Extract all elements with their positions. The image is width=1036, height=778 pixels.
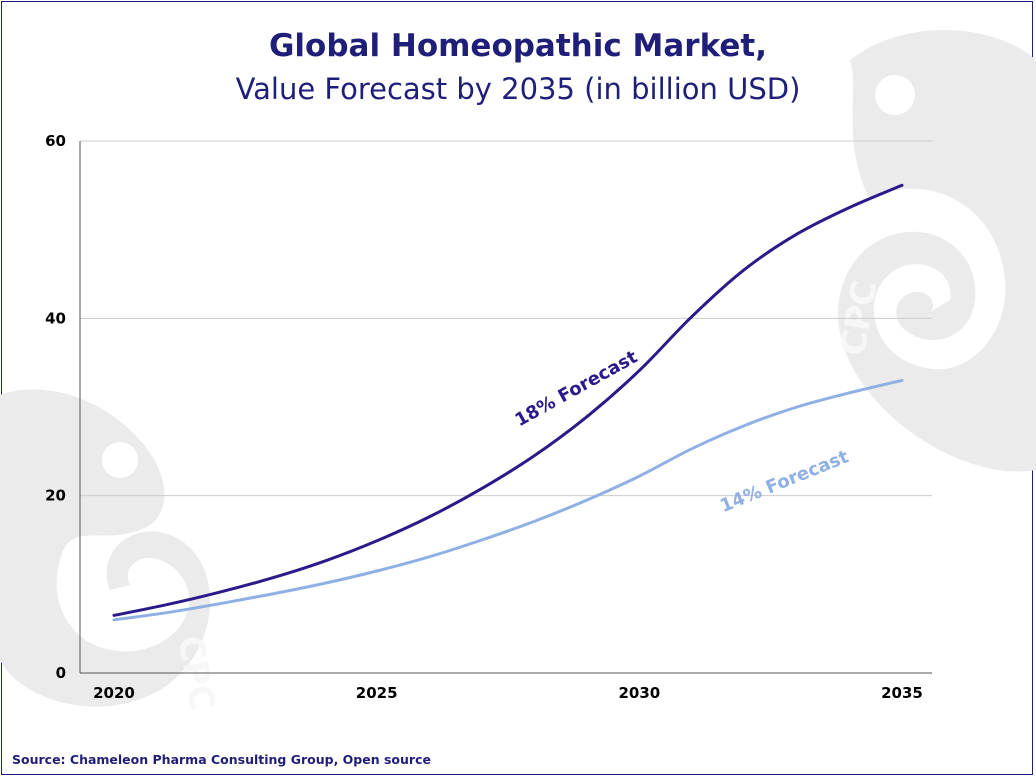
series-label: 14% Forecast [717, 446, 852, 517]
axes: 0 20 40 60 2020 2025 2030 2035 [45, 132, 932, 702]
x-tick-label: 2030 [618, 684, 660, 702]
y-tick-label: 40 [45, 309, 66, 327]
x-tick-label: 2025 [356, 684, 398, 702]
y-tick-label: 0 [56, 664, 66, 682]
source-note: Source: Chameleon Pharma Consulting Grou… [12, 752, 431, 767]
series-labels: 18% Forecast 14% Forecast [511, 346, 851, 517]
x-tick-label: 2035 [881, 684, 923, 702]
watermark-eye-top-right [875, 75, 915, 115]
watermark-chameleon-left [0, 389, 211, 707]
series-line-14-forecast [112, 378, 904, 622]
watermark-eye-left [102, 442, 138, 478]
chart-title: Global Homeopathic Market, [268, 28, 767, 64]
chart-subtitle: Value Forecast by 2035 (in billion USD) [235, 72, 801, 106]
series-label: 18% Forecast [511, 346, 641, 431]
gridlines [80, 140, 932, 497]
series-line-18-forecast [112, 183, 904, 617]
x-tick-label: 2020 [93, 684, 135, 702]
series-lines [112, 183, 904, 622]
y-tick-label: 20 [45, 487, 66, 505]
watermark-chameleon-top-right [838, 30, 1036, 472]
y-tick-label: 60 [45, 132, 66, 150]
